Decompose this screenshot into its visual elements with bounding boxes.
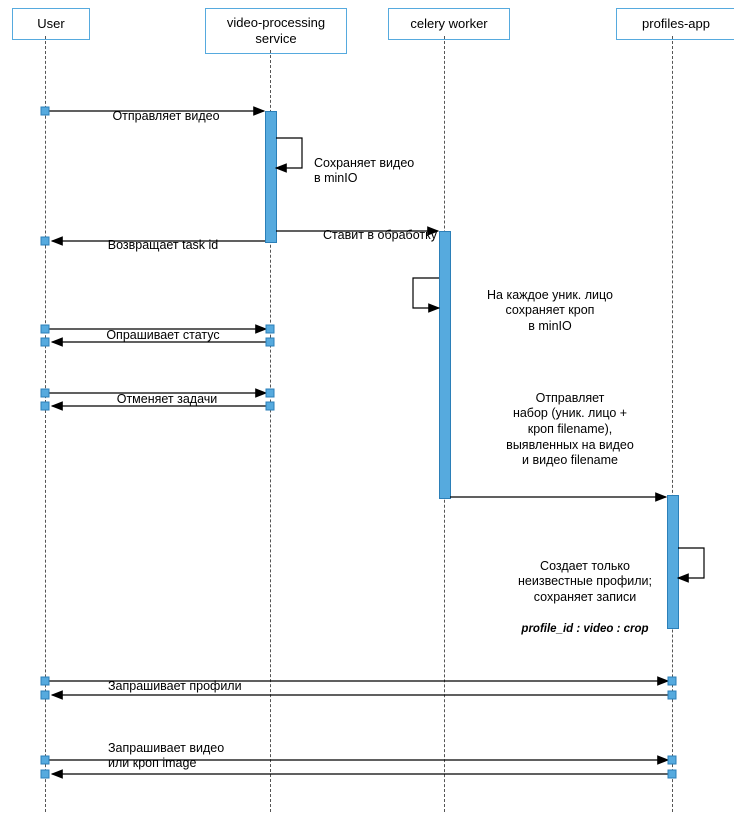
- msg-label: Отправляет набор (уник. лицо + кроп file…: [470, 375, 670, 469]
- msg-label: Отменяет задачи: [82, 376, 252, 407]
- participant-label: celery worker: [410, 16, 487, 32]
- msg-label: Запрашивает профили: [78, 663, 308, 694]
- activation-celery: [439, 231, 451, 499]
- sequence-diagram: User video-processing service celery wor…: [0, 0, 734, 820]
- participant-profiles: profiles-app: [616, 8, 734, 40]
- msg-label: Ставит в обработку: [295, 212, 465, 243]
- msg-label: Опрашивает статус: [78, 312, 248, 343]
- lifeline-profiles: [672, 36, 673, 812]
- participant-user: User: [12, 8, 90, 40]
- participant-vps: video-processing service: [205, 8, 347, 54]
- participant-label: User: [37, 16, 64, 32]
- msg-label: Отправляет видео: [86, 93, 246, 124]
- msg-label: Создает только неизвестные профили; сохр…: [495, 543, 675, 637]
- msg-label: На каждое уник. лицо сохраняет кроп в mi…: [465, 272, 635, 335]
- participant-celery: celery worker: [388, 8, 510, 40]
- msg-label: Запрашивает видео или кроп image: [78, 725, 308, 772]
- activation-vps: [265, 111, 277, 243]
- participant-label: video-processing service: [210, 15, 342, 46]
- participant-label: profiles-app: [642, 16, 710, 32]
- lifeline-user: [45, 36, 46, 812]
- msg-label: Сохраняет видео в minIO: [314, 140, 464, 187]
- msg-label: Возвращает task id: [78, 222, 248, 253]
